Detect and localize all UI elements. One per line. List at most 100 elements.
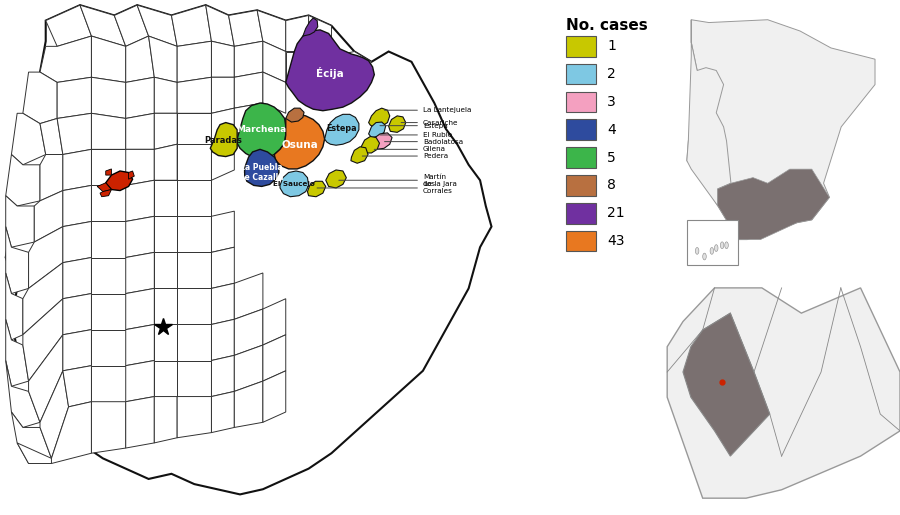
Polygon shape [309, 52, 331, 88]
Polygon shape [5, 273, 22, 340]
Polygon shape [687, 20, 731, 206]
Polygon shape [63, 294, 92, 335]
Text: La Puebla
de Cazalla: La Puebla de Cazalla [239, 163, 284, 182]
Polygon shape [29, 335, 63, 422]
Polygon shape [234, 72, 263, 108]
Polygon shape [46, 5, 92, 46]
Polygon shape [92, 402, 126, 453]
Polygon shape [63, 258, 92, 299]
Polygon shape [92, 185, 126, 221]
Text: Estepa: Estepa [380, 123, 447, 129]
Polygon shape [263, 41, 286, 82]
Polygon shape [126, 113, 154, 149]
Circle shape [724, 242, 728, 249]
Polygon shape [177, 77, 212, 113]
Polygon shape [58, 113, 92, 154]
Polygon shape [80, 5, 126, 46]
Polygon shape [177, 41, 212, 82]
Text: Paradas: Paradas [204, 135, 242, 145]
Polygon shape [274, 114, 325, 169]
Polygon shape [229, 10, 263, 46]
Polygon shape [126, 149, 154, 185]
Polygon shape [212, 77, 234, 113]
Polygon shape [286, 15, 309, 52]
Text: 1: 1 [607, 39, 616, 54]
FancyBboxPatch shape [566, 119, 597, 140]
Polygon shape [687, 20, 875, 239]
FancyBboxPatch shape [566, 36, 597, 57]
Text: Badolatosa: Badolatosa [384, 139, 463, 145]
Polygon shape [717, 169, 830, 239]
Polygon shape [154, 288, 177, 324]
Text: Casariche: Casariche [401, 119, 458, 126]
Polygon shape [263, 72, 286, 113]
Polygon shape [369, 122, 386, 138]
Polygon shape [177, 324, 212, 360]
Text: Estepa: Estepa [327, 124, 357, 133]
Polygon shape [177, 360, 212, 397]
Text: Martín
de la Jara: Martín de la Jara [338, 174, 457, 187]
Polygon shape [212, 41, 234, 77]
Polygon shape [154, 397, 177, 443]
Circle shape [720, 242, 724, 249]
Text: Gilena: Gilena [374, 146, 446, 152]
Polygon shape [29, 227, 63, 288]
Polygon shape [126, 288, 154, 330]
Polygon shape [303, 18, 318, 36]
Text: 2: 2 [607, 67, 616, 81]
Polygon shape [212, 139, 234, 180]
FancyBboxPatch shape [566, 92, 597, 112]
Polygon shape [325, 114, 359, 145]
Text: Osuna: Osuna [282, 140, 319, 150]
Polygon shape [92, 36, 126, 82]
Polygon shape [212, 247, 234, 288]
Polygon shape [171, 5, 212, 46]
Polygon shape [63, 149, 92, 191]
Polygon shape [148, 36, 177, 82]
Polygon shape [63, 330, 92, 371]
Polygon shape [22, 72, 58, 124]
Polygon shape [234, 273, 263, 319]
Polygon shape [22, 263, 63, 335]
Polygon shape [5, 5, 491, 494]
Polygon shape [154, 252, 177, 288]
Polygon shape [137, 5, 177, 46]
Polygon shape [97, 183, 112, 192]
Polygon shape [234, 345, 263, 391]
Text: El Saucejo: El Saucejo [273, 181, 315, 187]
Polygon shape [263, 299, 286, 345]
Polygon shape [308, 181, 326, 197]
FancyBboxPatch shape [566, 203, 597, 224]
Polygon shape [331, 52, 372, 93]
Polygon shape [92, 77, 126, 118]
FancyBboxPatch shape [566, 231, 597, 251]
Polygon shape [154, 113, 177, 149]
Polygon shape [177, 397, 212, 438]
Polygon shape [286, 108, 304, 122]
Polygon shape [177, 180, 212, 216]
Polygon shape [212, 319, 234, 360]
Polygon shape [212, 283, 234, 324]
Polygon shape [234, 41, 263, 77]
Polygon shape [238, 103, 286, 159]
Polygon shape [683, 313, 770, 456]
Polygon shape [286, 52, 309, 82]
Polygon shape [206, 5, 234, 46]
Polygon shape [154, 180, 177, 216]
Polygon shape [126, 36, 154, 82]
Polygon shape [40, 118, 63, 154]
Polygon shape [126, 397, 154, 448]
Polygon shape [5, 360, 40, 427]
Polygon shape [177, 288, 212, 324]
Polygon shape [17, 438, 68, 464]
Circle shape [703, 253, 706, 260]
FancyBboxPatch shape [566, 175, 597, 196]
Text: 8: 8 [607, 178, 616, 193]
Polygon shape [212, 211, 234, 252]
Text: No. cases: No. cases [566, 18, 647, 33]
Polygon shape [361, 136, 380, 153]
Polygon shape [234, 103, 263, 139]
Polygon shape [126, 180, 154, 221]
Polygon shape [5, 154, 40, 206]
Polygon shape [58, 77, 92, 118]
